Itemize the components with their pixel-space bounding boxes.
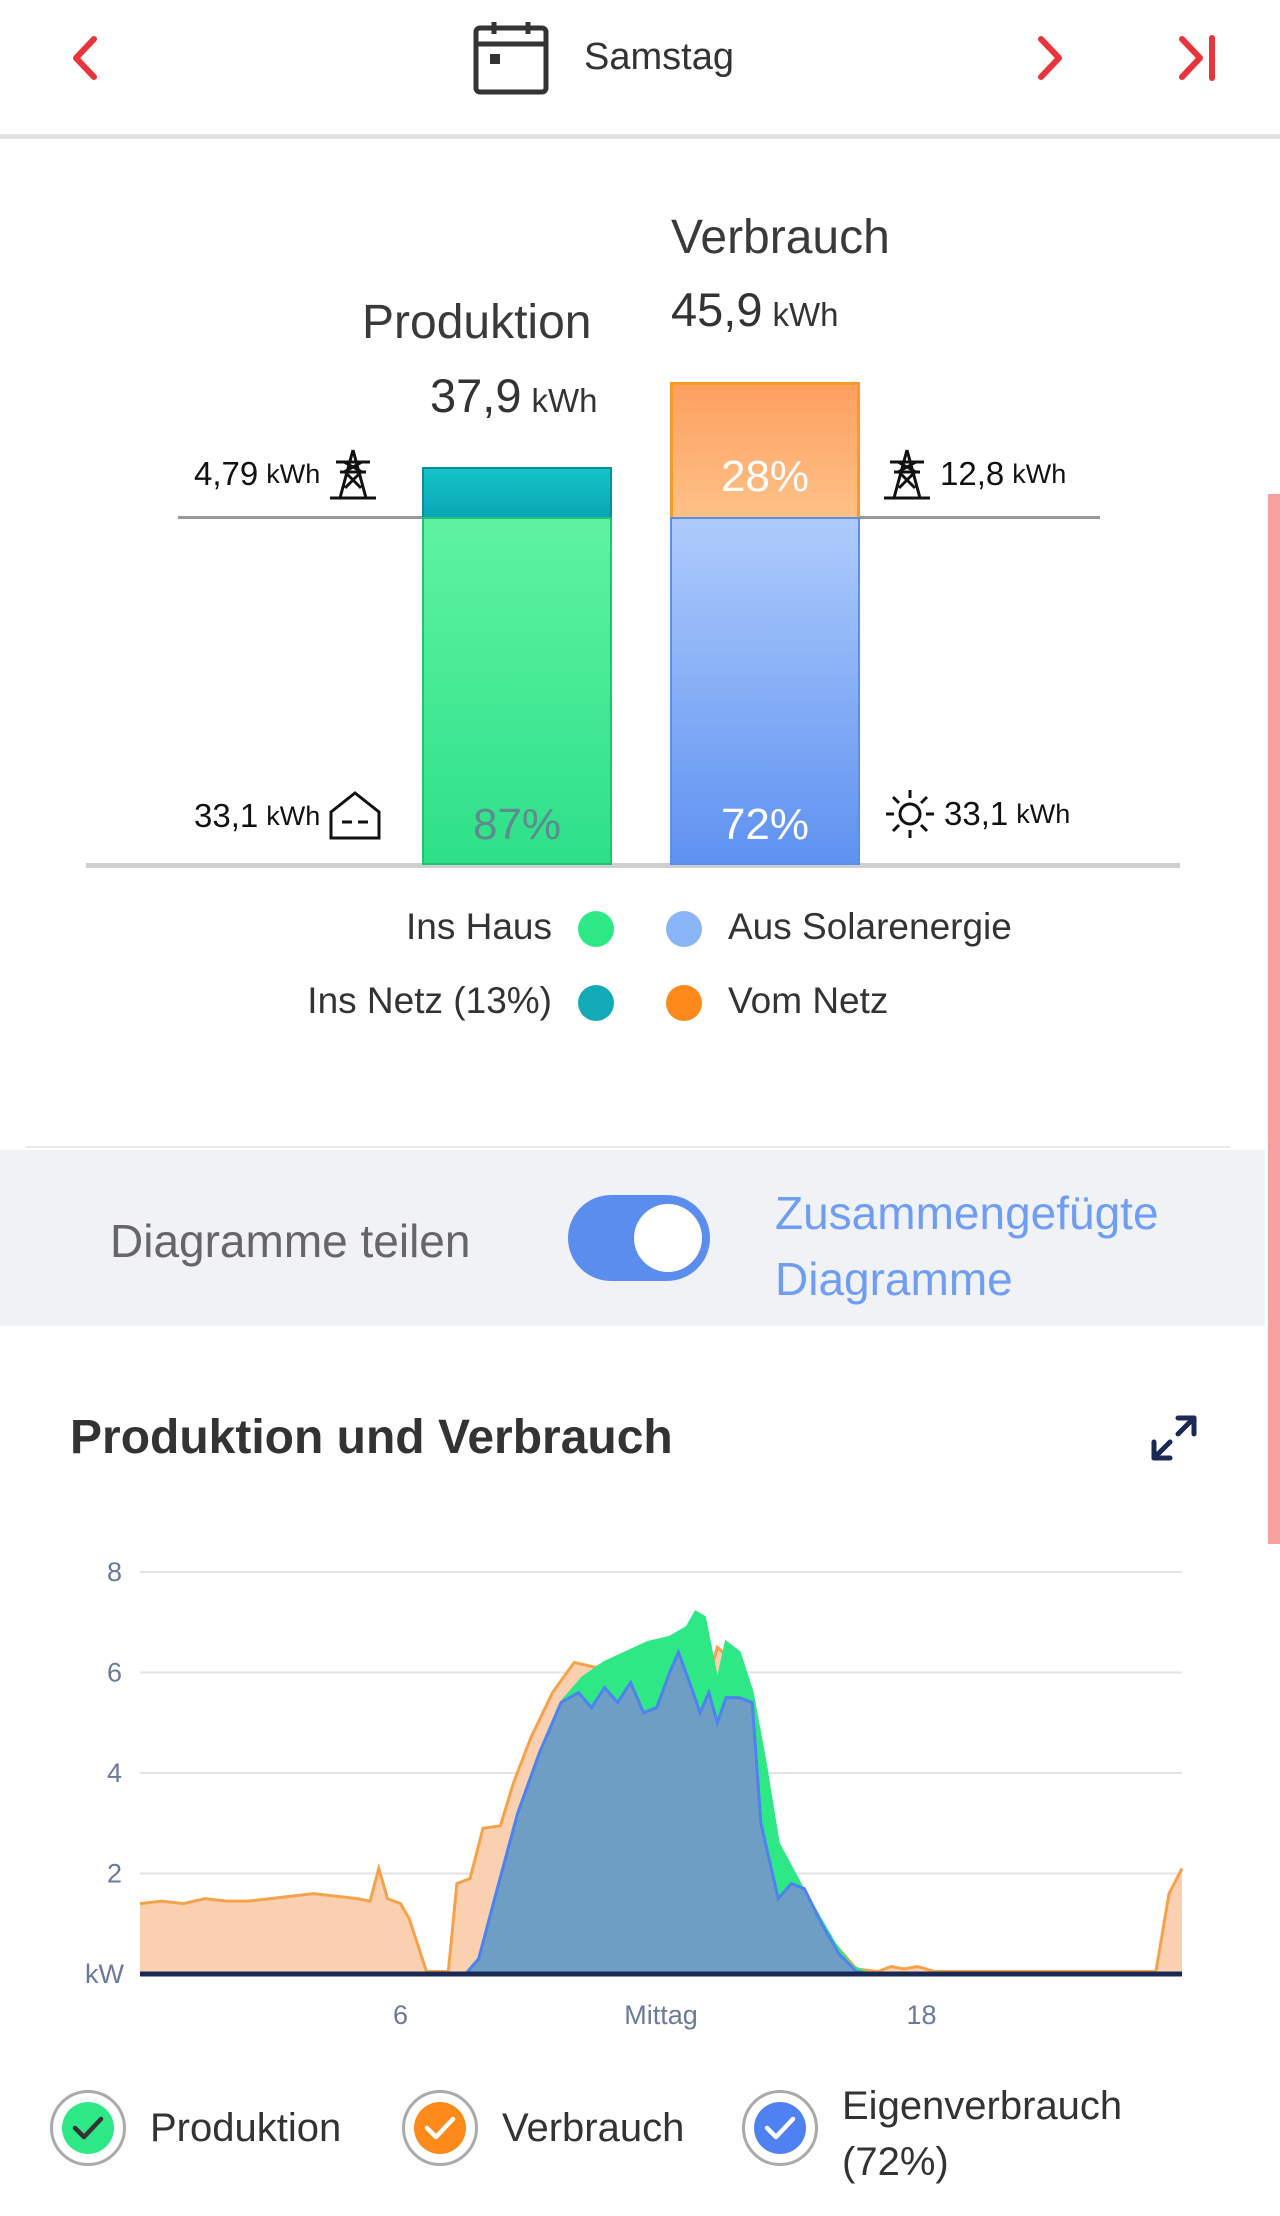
production-consumption-chart[interactable]: 2 4 6 8 kW 6 Mittag 18 — [0, 1540, 1280, 2040]
split-diagrams-label[interactable]: Diagramme teilen — [110, 1215, 471, 1267]
x-tick-label: Mittag — [624, 2000, 698, 2030]
x-tick-label: 18 — [906, 2000, 936, 2030]
previous-day-button[interactable] — [60, 30, 110, 86]
merged-label-line2: Diagramme — [775, 1253, 1013, 1305]
legend-dot-vom-netz — [666, 985, 702, 1021]
skip-to-end-icon — [1179, 35, 1215, 81]
legend-ins-netz: Ins Netz (13%) — [307, 980, 552, 1021]
next-day-button[interactable] — [1025, 30, 1075, 86]
production-to-grid-value: 4,79 kWh — [194, 448, 378, 500]
eigenverbrauch-percent: (72%) — [842, 2140, 949, 2184]
y-tick-label: 2 — [107, 1859, 122, 1889]
power-pylon-icon — [884, 449, 930, 500]
consumption-from-grid-value: 12,8 kWh — [882, 448, 1066, 500]
to-grid-number: 4,79 — [194, 455, 259, 492]
consumption-from-grid-bar[interactable] — [670, 382, 860, 520]
chevron-left-icon — [73, 36, 97, 80]
y-tick-label: 8 — [107, 1557, 122, 1587]
series-line-eigenverbrauch — [140, 1648, 1182, 1976]
production-total: 37,9 kWh — [430, 368, 597, 423]
to-house-unit: kWh — [266, 800, 321, 831]
production-to-grid-bar[interactable] — [422, 467, 612, 519]
expand-icon[interactable] — [1148, 1412, 1200, 1464]
consumption-grid-percent: 28% — [720, 452, 810, 501]
legend-vom-netz: Vom Netz — [728, 980, 889, 1021]
current-day-label[interactable]: Samstag — [584, 36, 734, 78]
to-house-number: 33,1 — [194, 797, 259, 834]
legend-verbrauch-label[interactable]: Verbrauch — [502, 2106, 685, 2150]
chevron-right-icon — [1038, 36, 1062, 80]
legend-eigenverbrauch-label[interactable]: Eigenverbrauch (72%) — [842, 2078, 1122, 2190]
y-unit-label: kW — [85, 1959, 125, 1989]
check-icon — [62, 2102, 114, 2154]
legend-dot-ins-haus — [578, 911, 614, 947]
sun-icon — [886, 790, 934, 838]
check-icon — [414, 2102, 466, 2154]
chart-title: Produktion und Verbrauch — [70, 1411, 673, 1464]
check-icon — [754, 2102, 806, 2154]
diagram-mode-toggle[interactable] — [568, 1195, 710, 1281]
consumption-title: Verbrauch — [671, 211, 890, 264]
consumption-total: 45,9 kWh — [671, 282, 838, 337]
from-grid-unit: kWh — [1012, 458, 1067, 489]
to-grid-unit: kWh — [266, 458, 321, 489]
baseline — [86, 863, 1180, 868]
power-pylon-icon — [330, 449, 377, 500]
y-tick-label: 6 — [107, 1658, 122, 1688]
legend-dot-ins-netz — [578, 985, 614, 1021]
production-unit: kWh — [531, 382, 598, 419]
legend-produktion-label[interactable]: Produktion — [150, 2106, 342, 2150]
divider — [26, 1146, 1230, 1148]
consumption-from-solar-bar[interactable] — [670, 517, 860, 865]
production-to-house-value: 33,1 kWh — [194, 790, 382, 842]
eigenverbrauch-label: Eigenverbrauch — [842, 2084, 1123, 2128]
toggle-knob — [634, 1204, 702, 1272]
date-navigation-header: Samstag — [0, 0, 1280, 139]
from-solar-number: 33,1 — [944, 795, 1009, 832]
house-icon — [329, 791, 381, 840]
production-title: Produktion — [362, 296, 592, 349]
series-area-eigenverbrauch — [140, 1652, 1182, 1974]
from-solar-unit: kWh — [1016, 798, 1071, 829]
merged-label-line1: Zusammengefügte — [775, 1187, 1159, 1239]
legend-toggle-verbrauch[interactable] — [402, 2090, 478, 2166]
grid-divider-left — [178, 516, 424, 519]
x-tick-label: 6 — [393, 2000, 408, 2030]
consumption-unit: kWh — [772, 296, 839, 333]
production-house-percent: 87% — [472, 800, 562, 849]
production-to-house-bar[interactable] — [422, 517, 612, 865]
jump-to-today-button[interactable] — [1168, 30, 1228, 86]
merged-diagrams-label[interactable]: Zusammengefügte Diagramme — [775, 1180, 1159, 1312]
consumption-solar-percent: 72% — [720, 800, 810, 849]
scrollbar[interactable] — [1268, 494, 1280, 1544]
calendar-icon[interactable] — [472, 20, 552, 96]
legend-aus-solar: Aus Solarenergie — [728, 906, 1012, 947]
consumption-from-solar-value: 33,1 kWh — [884, 788, 1070, 840]
legend-ins-haus: Ins Haus — [405, 906, 552, 947]
y-tick-label: 4 — [107, 1758, 122, 1788]
grid-divider-right — [860, 516, 1100, 519]
legend-toggle-produktion[interactable] — [50, 2090, 126, 2166]
from-grid-number: 12,8 — [940, 455, 1005, 492]
consumption-value: 45,9 — [671, 283, 763, 336]
production-value: 37,9 — [430, 369, 522, 422]
legend-dot-aus-solar — [666, 911, 702, 947]
legend-toggle-eigenverbrauch[interactable] — [742, 2090, 818, 2166]
